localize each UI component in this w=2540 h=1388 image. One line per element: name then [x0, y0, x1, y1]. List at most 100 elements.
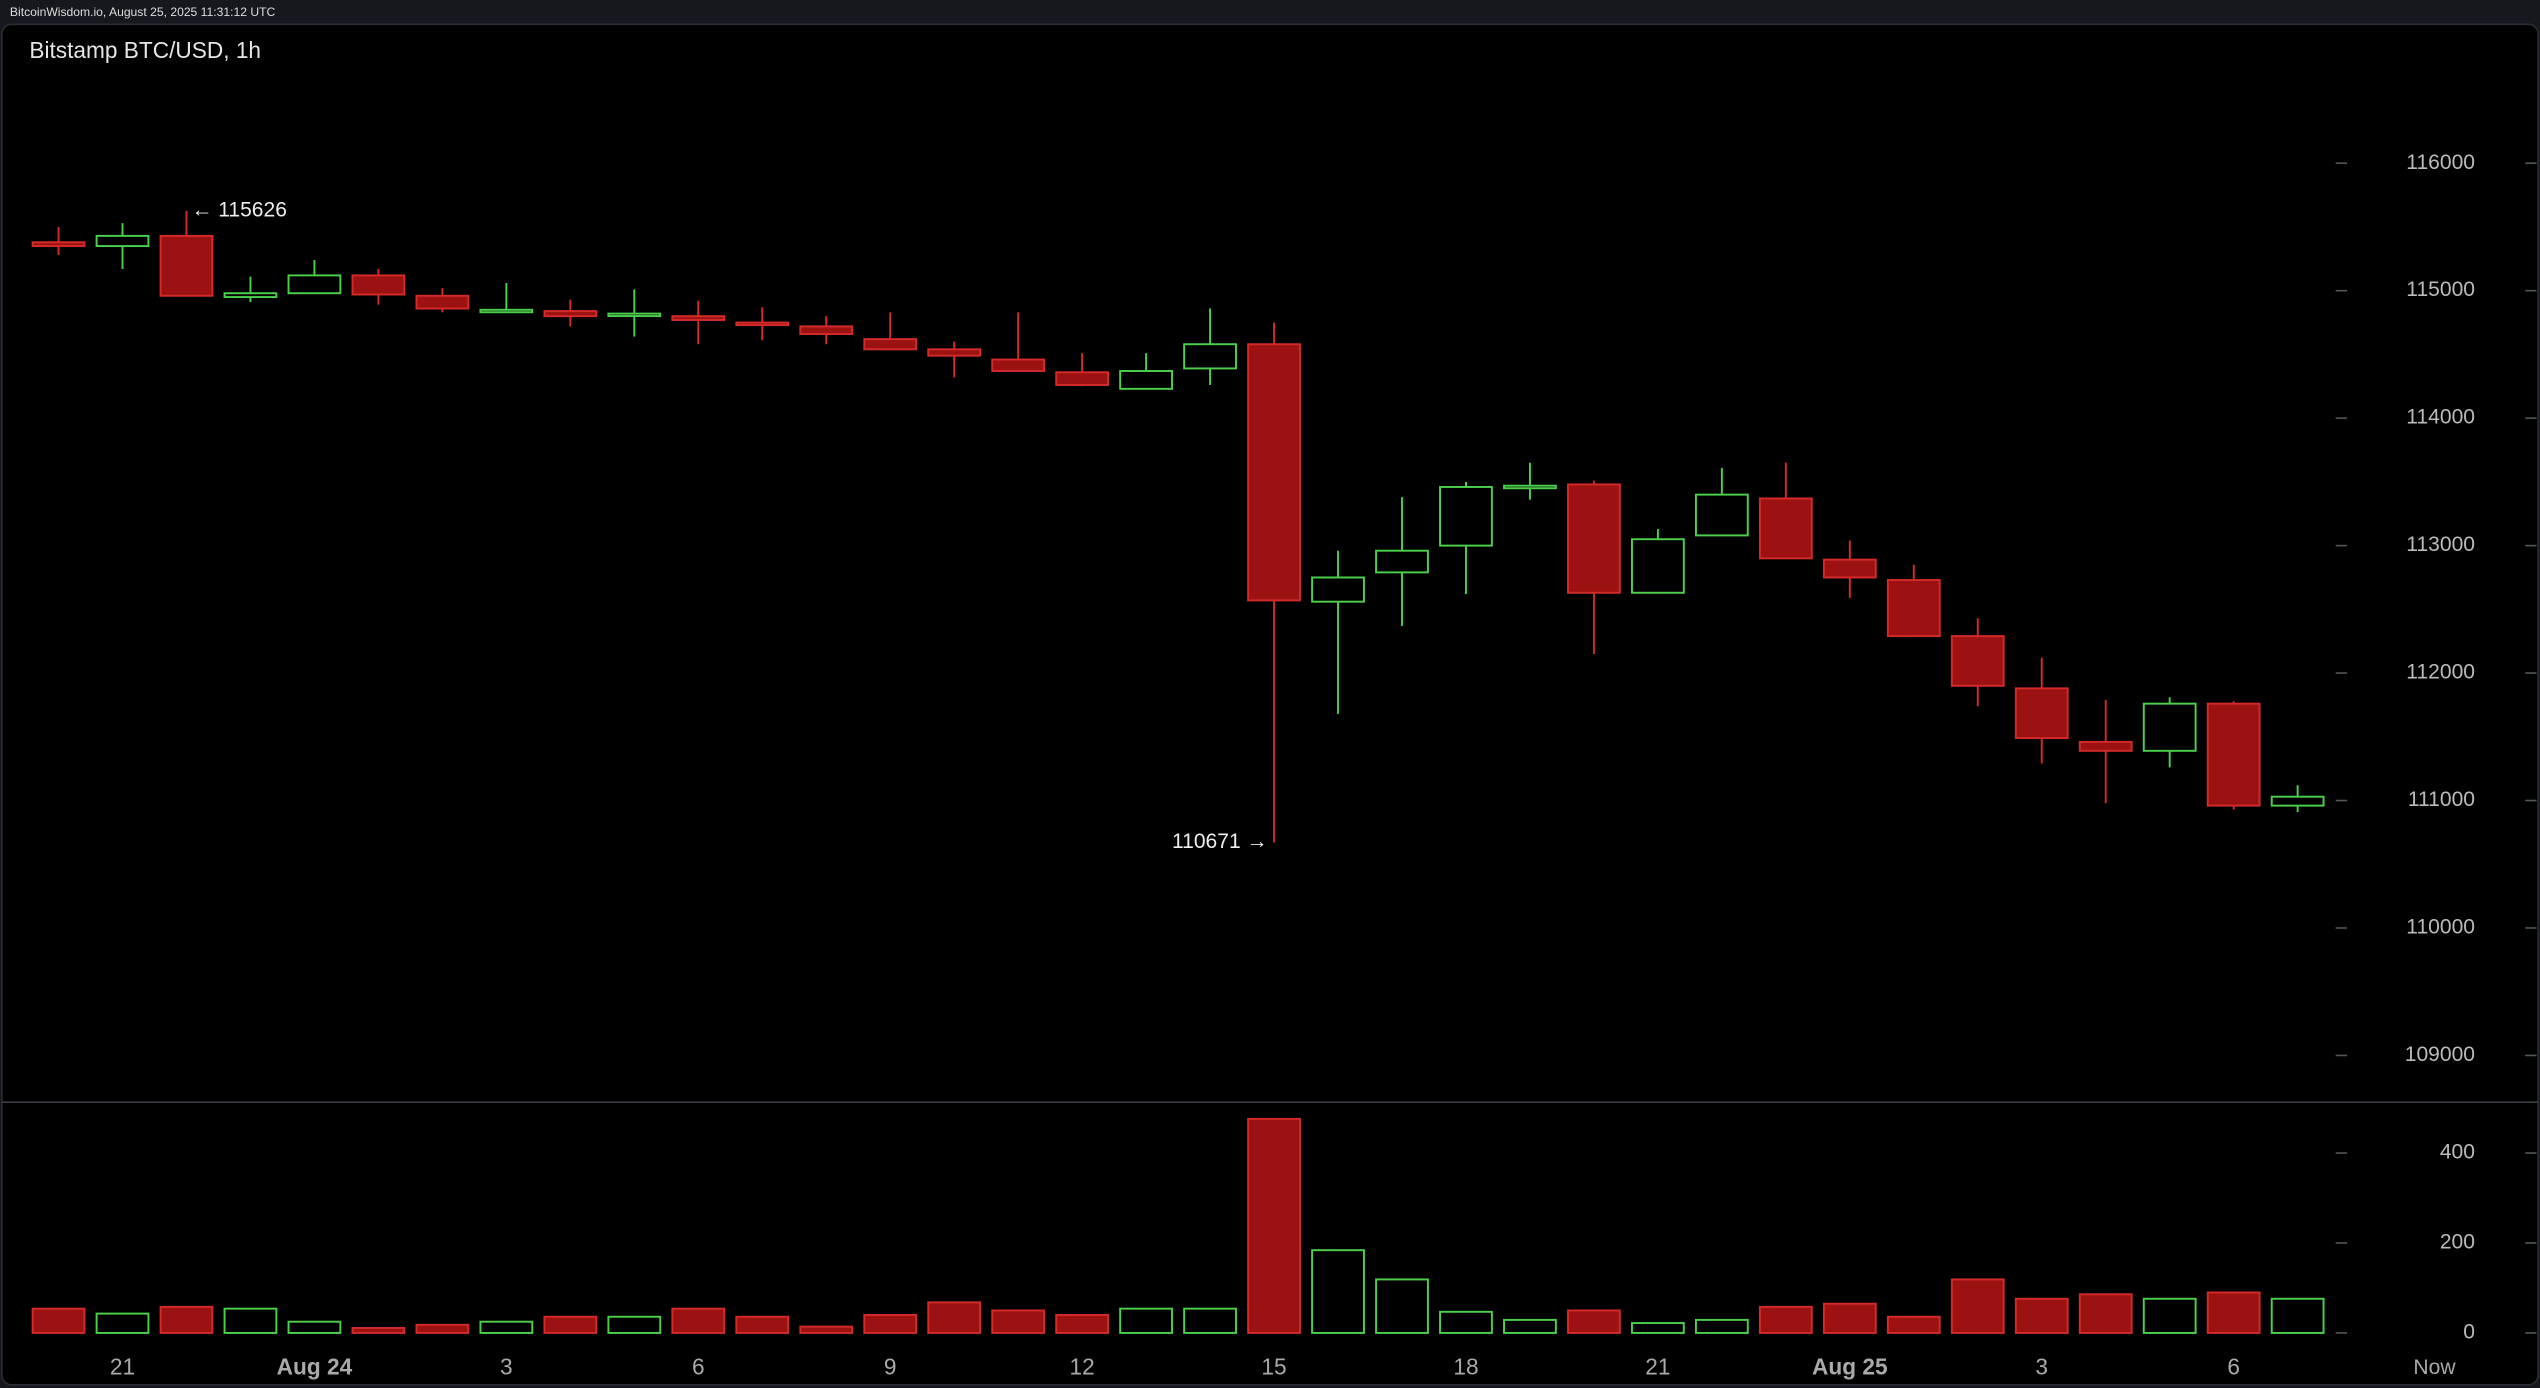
candle-body: [95, 234, 150, 248]
volume-bar: [1950, 1278, 2005, 1334]
y-tick-label: 200: [2440, 1231, 2475, 1254]
candle-body: [287, 274, 342, 295]
volume-bar: [287, 1320, 342, 1334]
x-tick-label: 18: [1453, 1354, 1478, 1380]
volume-bar: [1375, 1278, 1429, 1334]
volume-bar: [1247, 1117, 1301, 1334]
x-tick-label: 3: [500, 1354, 513, 1380]
volume-bar: [223, 1307, 278, 1334]
volume-bar: [1183, 1307, 1237, 1334]
candle-body: [671, 315, 726, 321]
x-tick-label: Aug 25: [1812, 1354, 1888, 1380]
y-tick-label: 114000: [2406, 406, 2475, 429]
candle-body: [799, 325, 854, 335]
volume-bar: [1694, 1318, 1749, 1334]
volume-bar: [863, 1313, 918, 1334]
volume-bar: [991, 1309, 1046, 1334]
candle-body: [543, 310, 598, 318]
candle-body: [1886, 579, 1941, 638]
candle-body: [2206, 702, 2261, 807]
volume-bar: [2014, 1297, 2069, 1334]
x-tick-label: 12: [1070, 1354, 1095, 1380]
y-tick-label: 0: [2463, 1321, 2475, 1344]
candle-body: [1758, 497, 1813, 560]
y-tick-label: 113000: [2406, 533, 2475, 556]
x-tick-label: 9: [884, 1354, 897, 1380]
volume-bar: [1503, 1318, 1557, 1334]
candle-body: [1950, 635, 2005, 687]
volume-bar: [735, 1315, 790, 1334]
chart-panel: [1, 23, 2539, 1386]
candle-body: [2078, 740, 2133, 752]
y-tick-label: 110000: [2406, 916, 2475, 939]
volume-bar: [2270, 1297, 2325, 1334]
volume-bar: [1631, 1322, 1685, 1334]
candle-body: [927, 348, 982, 357]
candle-body: [415, 294, 470, 310]
price-annotation: ← 115626: [191, 198, 287, 221]
x-tick-label: Aug 24: [277, 1354, 353, 1380]
candle-body: [607, 312, 662, 318]
candle-body: [1055, 371, 1110, 386]
chart-title: Bitstamp BTC/USD, 1h: [29, 37, 261, 63]
candle-body: [31, 241, 86, 248]
candle-body: [479, 308, 534, 314]
volume-bar: [671, 1307, 726, 1334]
y-tick-label: 116000: [2406, 151, 2475, 174]
candle-body: [159, 234, 214, 297]
volume-bar: [543, 1315, 598, 1334]
volume-bar: [1119, 1307, 1173, 1334]
volume-bar: [799, 1325, 854, 1334]
header: BitcoinWisdom.io, August 25, 2025 11:31:…: [10, 5, 276, 19]
x-tick-label: 21: [110, 1354, 135, 1380]
candle-body: [1119, 370, 1173, 390]
volume-bar: [1567, 1309, 1621, 1334]
volume-bar: [2142, 1297, 2197, 1334]
candle-body: [1375, 549, 1429, 574]
price-annotation: 110671 →: [1172, 830, 1268, 853]
volume-bar: [1439, 1310, 1493, 1334]
volume-bar: [31, 1307, 86, 1334]
volume-bar: [1758, 1305, 1813, 1334]
x-tick-label: 6: [2227, 1354, 2240, 1380]
x-tick-label: 21: [1645, 1354, 1670, 1380]
candle-body: [1247, 343, 1301, 602]
candle-body: [1694, 493, 1749, 537]
candle-body: [1567, 483, 1621, 594]
volume-bar: [607, 1315, 662, 1334]
volume-bar: [1311, 1249, 1365, 1334]
candle-body: [2270, 795, 2325, 807]
candle-body: [1822, 558, 1877, 579]
volume-bar: [351, 1327, 406, 1334]
candle-body: [1503, 484, 1557, 490]
y-tick-label: 111000: [2408, 788, 2475, 811]
candle-body: [735, 321, 790, 327]
volume-bar: [1055, 1313, 1110, 1334]
candle-body: [863, 338, 918, 351]
y-tick-label: 400: [2440, 1141, 2475, 1164]
y-tick-label: 112000: [2406, 661, 2475, 684]
candle-body: [351, 274, 406, 296]
now-label: Now: [2413, 1356, 2456, 1379]
candle-body: [2014, 687, 2069, 740]
candle-body: [223, 292, 278, 299]
volume-bar: [1886, 1315, 1941, 1334]
volume-bar: [479, 1320, 534, 1334]
volume-bar: [1822, 1302, 1877, 1334]
volume-bar: [159, 1305, 214, 1334]
x-tick-label: 3: [2035, 1354, 2048, 1380]
candle-body: [991, 358, 1046, 372]
x-tick-label: 6: [692, 1354, 705, 1380]
volume-bar: [415, 1323, 470, 1334]
candle-body: [1439, 486, 1493, 547]
y-tick-label: 115000: [2406, 278, 2475, 301]
candle-body: [2142, 702, 2197, 752]
volume-bar: [927, 1301, 982, 1334]
y-tick-label: 109000: [2405, 1043, 2475, 1066]
candle-body: [1183, 343, 1237, 370]
volume-bar: [95, 1312, 150, 1334]
x-tick-label: 15: [1261, 1354, 1286, 1380]
candle-body: [1631, 538, 1685, 594]
